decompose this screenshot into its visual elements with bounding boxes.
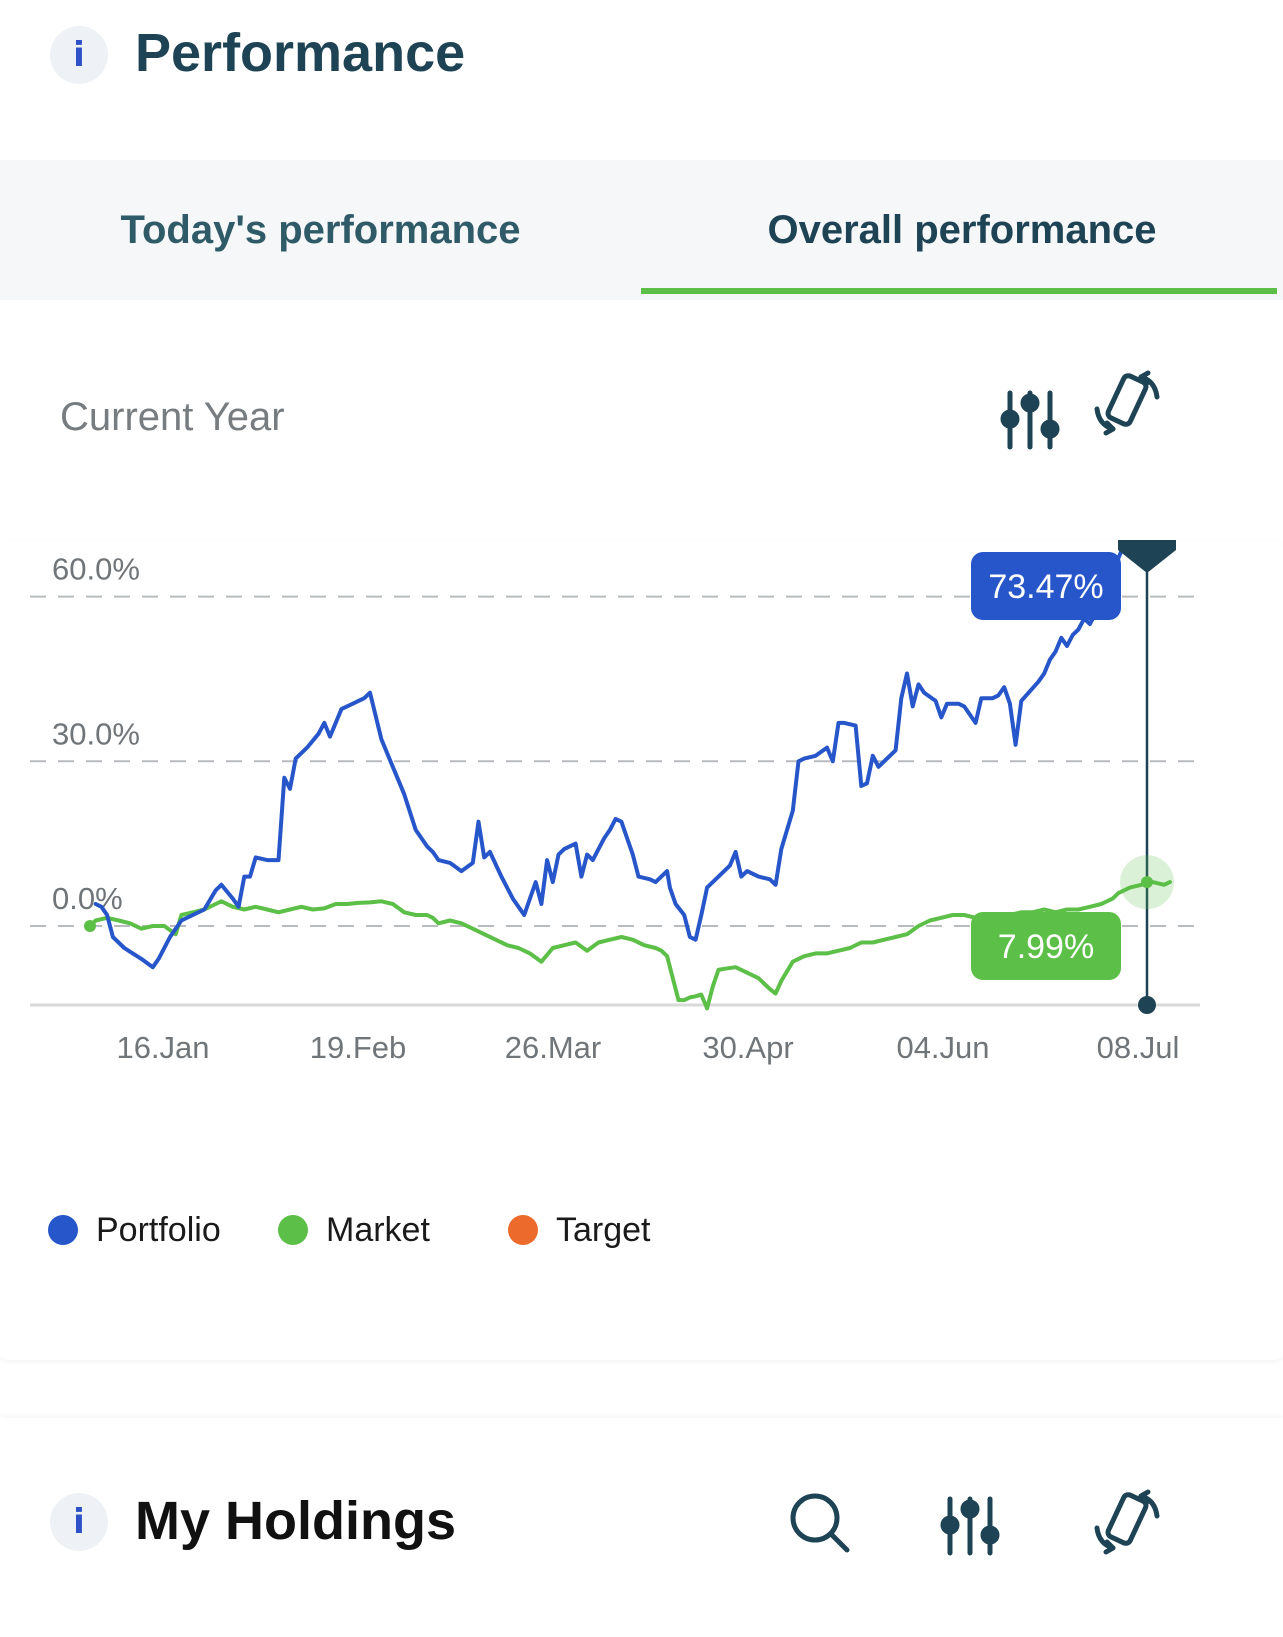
market-tooltip-text: 7.99% [998,928,1094,966]
holdings-card: i My Holdings [0,1418,1283,1637]
crosshair-handle[interactable] [1118,540,1176,573]
x-tick-label: 04.Jun [896,1030,989,1065]
x-tick-label: 30.Apr [702,1030,793,1065]
x-tick-label: 19.Feb [310,1030,407,1065]
search-icon[interactable] [780,1483,860,1563]
legend-dot-portfolio [48,1215,78,1245]
legend-label: Market [326,1210,430,1249]
y-tick-label: 60.0% [52,552,140,587]
performance-header: i Performance [0,0,1283,160]
x-tick-label: 26.Mar [505,1030,601,1065]
portfolio-tooltip-text: 73.47% [988,568,1103,606]
x-tick-label: 16.Jan [116,1030,209,1065]
legend-item-market[interactable]: Market [278,1208,430,1252]
period-label[interactable]: Current Year [60,395,285,439]
holdings-title: My Holdings [135,1491,456,1551]
legend-item-target[interactable]: Target [508,1208,651,1252]
market-tooltip [971,912,1121,980]
legend-label: Portfolio [96,1210,221,1249]
legend-dot-target [508,1215,538,1245]
market-hover-point [1141,876,1153,889]
legend-label: Target [556,1210,651,1249]
market-start-point [84,920,96,932]
rotate-device-icon[interactable] [1087,1482,1167,1562]
crosshair-bottom-dot [1138,996,1156,1014]
performance-chart[interactable]: 0.0% 30.0% 60.0% 16.Jan 19.Feb 26.Mar 30.Apr 0… [0,540,1283,1360]
page-title: Performance [135,23,466,83]
info-icon[interactable]: i [50,26,108,84]
x-tick-label: 08.Jul [1097,1030,1180,1065]
legend-item-portfolio[interactable]: Portfolio [48,1208,221,1252]
series-line-portfolio[interactable] [93,540,1136,970]
y-tick-label: 30.0% [52,716,140,751]
tab-today-performance[interactable]: Today's performance [120,207,521,252]
info-icon[interactable]: i [50,1493,108,1551]
tab-overall-performance[interactable]: Overall performance [767,207,1157,252]
rotate-device-icon[interactable] [1087,363,1167,443]
y-tick-label: 0.0% [52,881,123,916]
performance-chart-card: 0.0% 30.0% 60.0% 16.Jan 19.Feb 26.Mar 30.Apr 0… [0,540,1283,1360]
active-tab-indicator [641,288,1277,294]
portfolio-tooltip [971,552,1121,620]
legend-dot-market [278,1215,308,1245]
sliders-icon[interactable] [930,1486,1010,1566]
performance-tabs: Today's performance Overall performance [0,160,1283,300]
sliders-icon[interactable] [990,380,1070,460]
